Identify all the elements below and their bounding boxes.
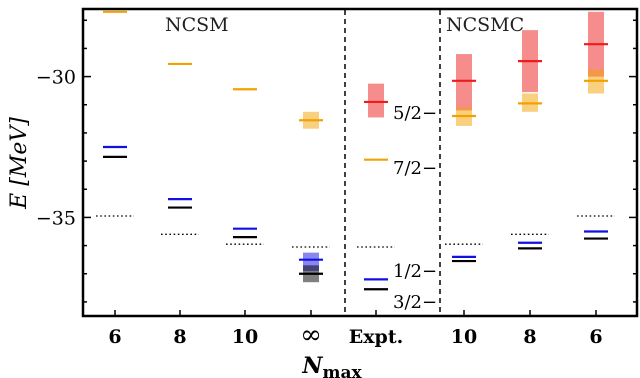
state-label-3-2: 3/2− bbox=[393, 292, 437, 313]
y-axis-label: E [MeV] bbox=[7, 117, 32, 210]
uncertainty-bands bbox=[303, 11, 604, 283]
state-label-1-2: 1/2− bbox=[393, 261, 437, 282]
state-annotations: 5/2− 7/2− 1/2− 3/2− bbox=[393, 103, 437, 313]
section-label-ncsmc: NCSMC bbox=[446, 14, 524, 36]
state-label-5-2: 5/2− bbox=[393, 103, 437, 124]
y-axis-ticks: −35 −30 bbox=[36, 19, 637, 303]
x-axis-label-main: N bbox=[301, 353, 323, 378]
ytick-label-35: −35 bbox=[36, 207, 76, 229]
xtick-label-7: 6 bbox=[589, 326, 602, 348]
energy-levels bbox=[103, 10, 608, 291]
xtick-label-2: 10 bbox=[232, 326, 258, 348]
band-5-2--col4 bbox=[368, 83, 384, 118]
xtick-label-3: ∞ bbox=[300, 320, 322, 350]
x-axis-label: Nmax bbox=[301, 353, 362, 378]
band-5-2--col5 bbox=[456, 54, 472, 111]
plot-frame bbox=[81, 7, 639, 318]
xtick-label-4: Expt. bbox=[349, 326, 404, 348]
xtick-label-6: 8 bbox=[523, 326, 536, 348]
state-label-7-2: 7/2− bbox=[393, 158, 437, 179]
ytick-label-30: −30 bbox=[36, 67, 76, 89]
xtick-label-5: 10 bbox=[451, 326, 477, 348]
section-label-ncsm: NCSM bbox=[165, 14, 229, 36]
xtick-label-1: 8 bbox=[173, 326, 186, 348]
x-axis-ticks: 6 8 10 ∞ Expt. 10 8 6 bbox=[108, 310, 603, 350]
xtick-label-0: 6 bbox=[108, 326, 121, 348]
x-axis-label-sub: max bbox=[322, 363, 362, 378]
